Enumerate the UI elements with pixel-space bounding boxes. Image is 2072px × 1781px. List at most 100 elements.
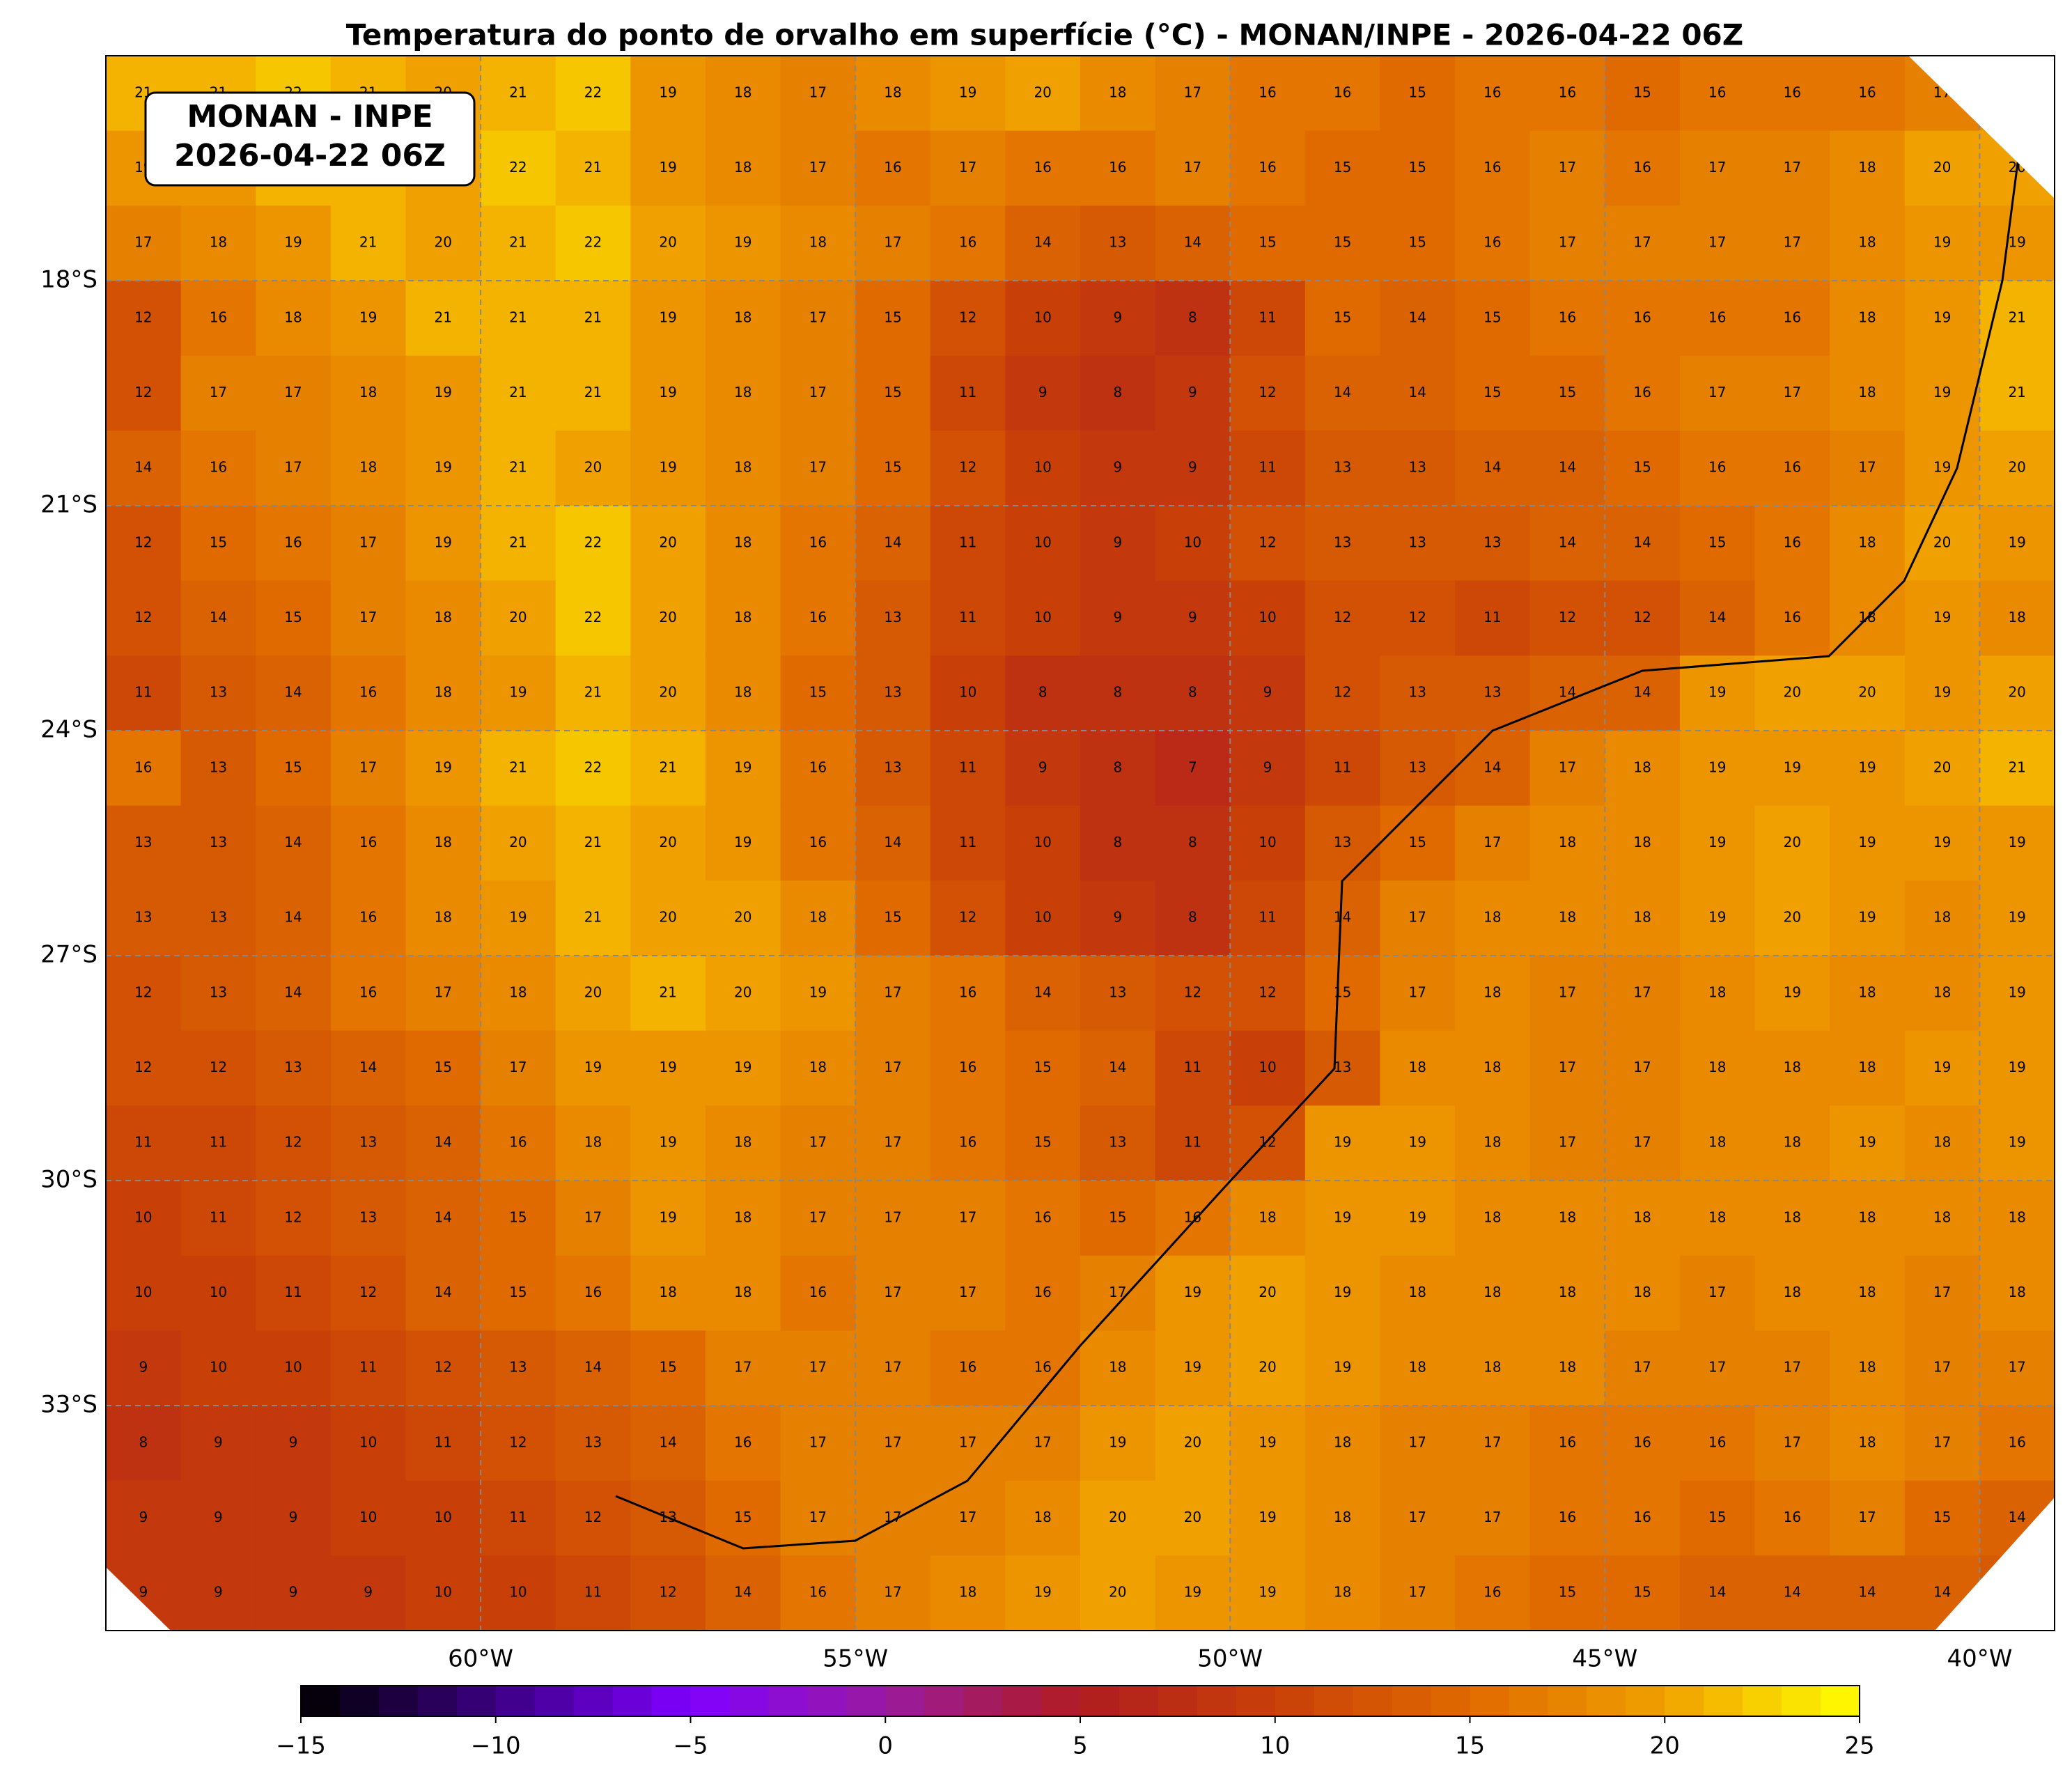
field-cell bbox=[1230, 1406, 1306, 1481]
station-value: 16 bbox=[809, 1584, 827, 1601]
field-cell bbox=[855, 1181, 931, 1257]
station-value: 18 bbox=[2008, 609, 2025, 625]
field-cell bbox=[481, 281, 556, 357]
colorbar: −15 −10 −5 0 5 10 15 20 25 bbox=[276, 1685, 1875, 1760]
field-cell bbox=[1754, 1330, 1830, 1406]
field-cell bbox=[330, 1330, 406, 1406]
field-cell bbox=[1455, 355, 1531, 431]
station-value: 14 bbox=[435, 1134, 452, 1151]
field-cell bbox=[1230, 1480, 1306, 1556]
field-cell bbox=[405, 731, 481, 807]
field-cell bbox=[180, 355, 256, 431]
station-value: 20 bbox=[1933, 759, 1951, 775]
field-cell bbox=[1380, 1330, 1456, 1406]
field-cell bbox=[1830, 731, 1906, 807]
field-cell bbox=[705, 1555, 781, 1631]
grid-layer bbox=[106, 56, 2055, 1631]
station-value: 9 bbox=[1188, 609, 1197, 625]
station-value: 13 bbox=[884, 684, 901, 701]
field-cell bbox=[1754, 580, 1830, 656]
station-value: 16 bbox=[1784, 609, 1801, 625]
station-value: 19 bbox=[435, 534, 452, 550]
station-value: 17 bbox=[1483, 834, 1501, 850]
station-value: 19 bbox=[2008, 1059, 2025, 1075]
field-cell bbox=[1529, 355, 1605, 431]
field-cell bbox=[1080, 506, 1156, 582]
field-cell bbox=[1005, 205, 1081, 281]
station-value: 18 bbox=[1784, 1059, 1801, 1075]
station-value: 20 bbox=[1784, 909, 1801, 926]
station-value: 18 bbox=[1483, 1134, 1501, 1151]
map-frame bbox=[105, 55, 2055, 1631]
field-cell bbox=[180, 1406, 256, 1481]
field-cell bbox=[1455, 1105, 1531, 1181]
field-cell bbox=[1005, 1255, 1081, 1331]
field-cell bbox=[1230, 805, 1306, 881]
station-value: 13 bbox=[1109, 234, 1126, 251]
station-value: 19 bbox=[2008, 234, 2025, 251]
field-cell bbox=[705, 1330, 781, 1406]
station-value: 12 bbox=[959, 459, 976, 476]
field-cell bbox=[1005, 655, 1081, 731]
station-value: 21 bbox=[659, 759, 676, 775]
station-value: 18 bbox=[734, 534, 751, 550]
field-cell bbox=[1380, 956, 1456, 1032]
station-value: 18 bbox=[1858, 1433, 1876, 1450]
station-value: 8 bbox=[1038, 684, 1047, 701]
colorbar-tick-label: 20 bbox=[1650, 1732, 1680, 1760]
field-cell bbox=[1455, 506, 1531, 582]
station-value: 18 bbox=[1708, 1208, 1726, 1225]
colorbar-segment bbox=[1470, 1686, 1509, 1716]
colorbar-segment bbox=[1509, 1686, 1548, 1716]
field-cell bbox=[405, 355, 481, 431]
field-cell bbox=[555, 655, 631, 731]
station-value: 17 bbox=[809, 1433, 827, 1450]
field-cell bbox=[1679, 1406, 1756, 1481]
station-value: 10 bbox=[1034, 459, 1051, 476]
field-cell bbox=[256, 655, 332, 731]
station-value: 18 bbox=[1409, 1284, 1426, 1300]
colorbar-segment bbox=[729, 1686, 769, 1716]
field-cell bbox=[1979, 1030, 2055, 1106]
station-value: 17 bbox=[884, 234, 901, 251]
field-cell bbox=[1979, 655, 2055, 731]
station-value: 18 bbox=[1708, 1059, 1726, 1075]
colorbar-tick-label: −15 bbox=[276, 1732, 326, 1760]
field-cell bbox=[1605, 1406, 1681, 1481]
station-value: 8 bbox=[1188, 309, 1197, 325]
station-value: 17 bbox=[1633, 983, 1651, 1000]
station-value: 16 bbox=[1633, 1433, 1651, 1450]
field-cell bbox=[1155, 956, 1231, 1032]
station-value: 19 bbox=[2008, 983, 2025, 1000]
station-value: 14 bbox=[284, 909, 302, 926]
station-value: 19 bbox=[1259, 1433, 1276, 1450]
field-cell bbox=[330, 1030, 406, 1106]
station-value: 17 bbox=[1784, 1359, 1801, 1376]
field-cell bbox=[1529, 56, 1605, 132]
station-value: 9 bbox=[1113, 459, 1122, 476]
field-cell bbox=[1904, 355, 1980, 431]
station-value: 16 bbox=[1784, 1509, 1801, 1525]
station-value: 16 bbox=[1034, 1284, 1051, 1300]
field-cell bbox=[256, 1480, 332, 1556]
station-value: 16 bbox=[509, 1134, 527, 1151]
station-value: 13 bbox=[210, 909, 227, 926]
colorbar-tick-label: 25 bbox=[1844, 1732, 1874, 1760]
field-cell bbox=[1529, 880, 1605, 956]
field-cell bbox=[555, 355, 631, 431]
x-tick-label: 55°W bbox=[823, 1645, 888, 1673]
field-cell bbox=[930, 355, 1006, 431]
station-value: 11 bbox=[284, 1284, 302, 1300]
station-value: 18 bbox=[1708, 1134, 1726, 1151]
station-value: 16 bbox=[809, 834, 827, 850]
station-value: 16 bbox=[1559, 84, 1576, 100]
station-value: 21 bbox=[584, 909, 602, 926]
station-value: 20 bbox=[659, 609, 676, 625]
station-value: 20 bbox=[1259, 1284, 1276, 1300]
field-cell bbox=[1230, 655, 1306, 731]
field-cell bbox=[1380, 580, 1456, 656]
station-value: 18 bbox=[1483, 909, 1501, 926]
station-value: 17 bbox=[884, 1208, 901, 1225]
field-cell bbox=[780, 880, 856, 956]
station-value: 10 bbox=[1259, 834, 1276, 850]
